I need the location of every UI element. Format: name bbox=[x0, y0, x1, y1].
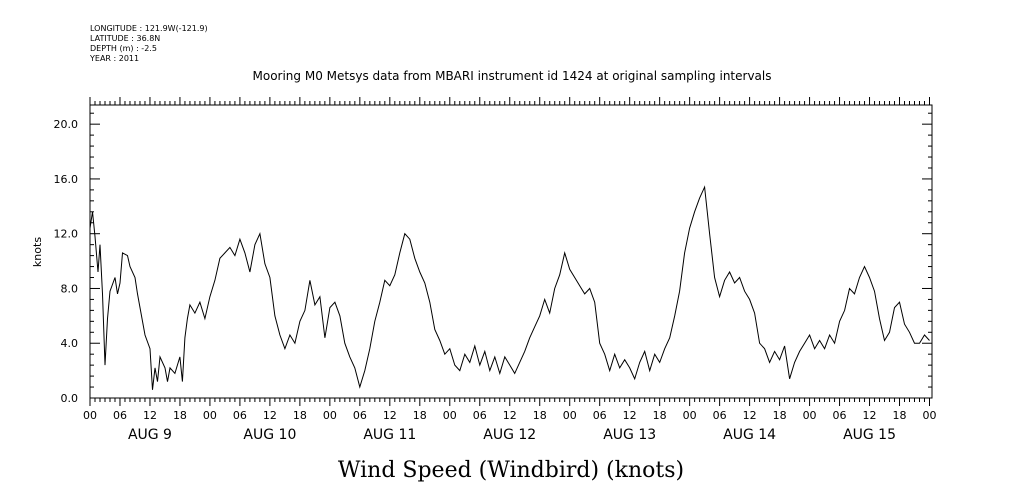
x-axis-label: Wind Speed (Windbird) (knots) bbox=[338, 458, 684, 483]
x-tick-label: 00 bbox=[323, 409, 337, 422]
y-tick-label: 12.0 bbox=[54, 228, 79, 241]
x-tick-label: 18 bbox=[773, 409, 787, 422]
x-day-label: AUG 11 bbox=[363, 427, 416, 443]
x-tick-label: 12 bbox=[143, 409, 157, 422]
x-day-label: AUG 14 bbox=[723, 427, 776, 443]
x-day-label: AUG 9 bbox=[128, 427, 172, 443]
series-layer bbox=[89, 185, 930, 390]
latitude-text: LATITUDE : 36.8N bbox=[90, 34, 160, 43]
y-axis-label: knots bbox=[31, 237, 44, 267]
x-tick-label: 12 bbox=[623, 409, 637, 422]
x-day-label: AUG 10 bbox=[243, 427, 296, 443]
x-tick-label: 00 bbox=[83, 409, 97, 422]
x-tick-label: 06 bbox=[833, 409, 847, 422]
x-tick-label: 00 bbox=[683, 409, 697, 422]
series-line bbox=[89, 185, 930, 390]
x-tick-label: 00 bbox=[443, 409, 457, 422]
x-tick-label: 18 bbox=[413, 409, 427, 422]
x-tick-label: 18 bbox=[533, 409, 547, 422]
x-tick-label: 12 bbox=[863, 409, 877, 422]
x-tick-label: 18 bbox=[173, 409, 187, 422]
x-tick-label: 00 bbox=[563, 409, 577, 422]
plot-frame bbox=[89, 104, 933, 399]
x-tick-label: 06 bbox=[593, 409, 607, 422]
x-tick-label: 18 bbox=[893, 409, 907, 422]
x-day-label: AUG 13 bbox=[603, 427, 656, 443]
y-tick-label: 16.0 bbox=[54, 173, 79, 186]
chart-title: Mooring M0 Metsys data from MBARI instru… bbox=[253, 69, 772, 83]
x-tick-label: 12 bbox=[263, 409, 277, 422]
year-text: YEAR : 2011 bbox=[89, 54, 139, 63]
x-day-label: AUG 15 bbox=[843, 427, 896, 443]
x-axis: 00 06 12 18 00 06 12 18 00 06 12 18 00 06 12 18 00 06 12 18… bbox=[83, 97, 937, 443]
x-tick-label: 06 bbox=[353, 409, 367, 422]
x-tick-label: 06 bbox=[113, 409, 127, 422]
x-tick-label: 06 bbox=[473, 409, 487, 422]
x-tick-label: 00 bbox=[803, 409, 817, 422]
x-day-label: AUG 12 bbox=[483, 427, 536, 443]
x-tick-label: 00 bbox=[203, 409, 217, 422]
longitude-text: LONGITUDE : 121.9W(-121.9) bbox=[90, 24, 208, 33]
x-tick-label: 18 bbox=[653, 409, 667, 422]
x-tick-label: 00 bbox=[923, 409, 937, 422]
y-axis: 0.0 4.0 8.0 12.0 16.0 20.0 bbox=[54, 112, 932, 405]
y-tick-label: 8.0 bbox=[61, 282, 79, 295]
metadata-block: LONGITUDE : 121.9W(-121.9) LATITUDE : 36… bbox=[89, 24, 208, 63]
depth-text: DEPTH (m) : -2.5 bbox=[90, 44, 157, 53]
y-tick-label: 0.0 bbox=[61, 392, 79, 405]
x-tick-label: 06 bbox=[233, 409, 247, 422]
x-tick-label: 12 bbox=[503, 409, 517, 422]
x-tick-label: 06 bbox=[713, 409, 727, 422]
x-tick-label: 12 bbox=[743, 409, 757, 422]
y-tick-label: 20.0 bbox=[54, 118, 79, 131]
x-tick-label: 12 bbox=[383, 409, 397, 422]
y-tick-label: 4.0 bbox=[61, 337, 79, 350]
x-tick-label: 18 bbox=[293, 409, 307, 422]
